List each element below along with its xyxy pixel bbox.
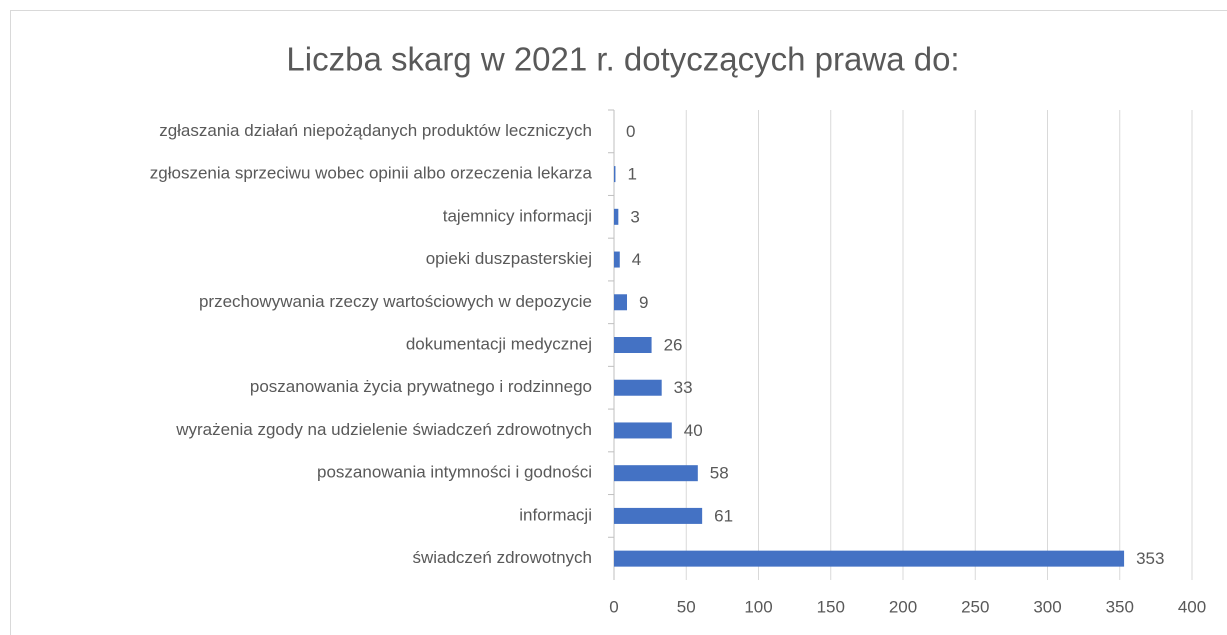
data-label: 33 [674, 378, 693, 397]
category-label: zgłaszania działań niepożądanych produkt… [159, 121, 592, 140]
category-label: tajemnicy informacji [443, 206, 592, 225]
data-label: 1 [627, 165, 636, 184]
data-label: 61 [714, 506, 733, 525]
data-label: 26 [664, 335, 683, 354]
category-label: zgłoszenia sprzeciwu wobec opinii albo o… [150, 164, 593, 183]
x-tick-label: 350 [1106, 597, 1134, 616]
data-label: 353 [1136, 549, 1164, 568]
category-label: poszanowania życia prywatnego i rodzinne… [250, 377, 592, 396]
data-label: 3 [630, 207, 639, 226]
bar [614, 208, 619, 225]
bar [614, 507, 703, 524]
data-label: 4 [632, 250, 641, 269]
category-label: poszanowania intymności i godności [317, 463, 592, 482]
chart-border [10, 10, 1227, 635]
x-tick-label: 400 [1178, 597, 1206, 616]
x-tick-label: 0 [609, 597, 618, 616]
data-label: 0 [626, 122, 635, 141]
data-label: 58 [710, 464, 729, 483]
chart-title: Liczba skarg w 2021 r. dotyczących prawa… [286, 41, 959, 78]
category-label: dokumentacji medycznej [406, 334, 592, 353]
x-tick-label: 150 [817, 597, 845, 616]
category-label: wyrażenia zgody na udzielenie świadczeń … [175, 420, 592, 439]
category-label: informacji [519, 505, 592, 524]
data-label: 9 [639, 293, 648, 312]
bar [614, 379, 662, 396]
x-tick-label: 250 [961, 597, 989, 616]
bar [614, 294, 628, 311]
bar [614, 251, 620, 268]
category-label: przechowywania rzeczy wartościowych w de… [199, 292, 592, 311]
category-label: świadczeń zdrowotnych [412, 548, 592, 567]
x-tick-label: 50 [677, 597, 696, 616]
bar [614, 422, 672, 439]
x-tick-label: 100 [744, 597, 772, 616]
bar [614, 465, 698, 482]
bar [614, 166, 616, 183]
bar [614, 550, 1125, 567]
category-label: opieki duszpasterskiej [426, 249, 592, 268]
x-tick-label: 300 [1033, 597, 1061, 616]
x-tick-label: 200 [889, 597, 917, 616]
bar [614, 337, 652, 353]
data-label: 40 [684, 421, 703, 440]
